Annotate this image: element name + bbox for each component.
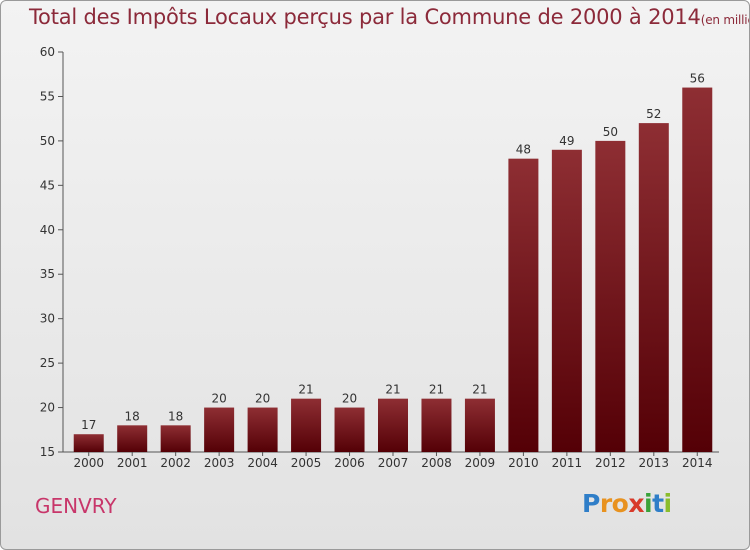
bar-2000 bbox=[73, 434, 104, 452]
bar-2014 bbox=[682, 87, 713, 453]
y-tick-label: 55 bbox=[40, 89, 55, 103]
y-tick-label: 45 bbox=[40, 178, 55, 192]
y-tick-label: 15 bbox=[40, 445, 55, 459]
value-label-2006: 20 bbox=[342, 392, 357, 406]
bar-2009 bbox=[464, 398, 495, 452]
y-tick-label: 60 bbox=[40, 45, 55, 59]
x-tick-label-2006: 2006 bbox=[334, 456, 365, 470]
logo-letter: r bbox=[599, 489, 612, 518]
chart-unit: (en milliers d'€) bbox=[700, 13, 749, 27]
x-tick-label-2000: 2000 bbox=[73, 456, 104, 470]
value-label-2013: 52 bbox=[646, 107, 661, 121]
bar-2010 bbox=[508, 158, 539, 452]
y-tick-label: 25 bbox=[40, 356, 55, 370]
bar-2006 bbox=[334, 407, 365, 452]
y-tick-label: 50 bbox=[40, 134, 55, 148]
value-label-2007: 21 bbox=[385, 383, 400, 397]
bar-2002 bbox=[160, 425, 191, 452]
x-tick-label-2013: 2013 bbox=[639, 456, 670, 470]
chart-bars bbox=[73, 87, 713, 453]
value-label-2011: 49 bbox=[559, 134, 574, 148]
bar-2013 bbox=[638, 123, 669, 452]
x-tick-label-2010: 2010 bbox=[508, 456, 539, 470]
value-label-2010: 48 bbox=[516, 143, 531, 157]
y-tick-label: 35 bbox=[40, 267, 55, 281]
x-tick-label-2008: 2008 bbox=[421, 456, 452, 470]
logo-letter: x bbox=[628, 489, 644, 518]
value-label-2009: 21 bbox=[472, 383, 487, 397]
y-tick-label: 30 bbox=[40, 312, 55, 326]
bar-2005 bbox=[291, 398, 322, 452]
value-label-2003: 20 bbox=[211, 392, 226, 406]
bar-2003 bbox=[204, 407, 235, 452]
x-tick-label-2001: 2001 bbox=[117, 456, 148, 470]
x-tick-label-2007: 2007 bbox=[378, 456, 409, 470]
bar-2012 bbox=[595, 140, 626, 452]
x-tick-label-2005: 2005 bbox=[291, 456, 322, 470]
chart-axes: 15 20 25 30 35 40 45 50 55 60 bbox=[40, 45, 719, 459]
value-label-2000: 17 bbox=[81, 418, 96, 432]
x-tick-label-2009: 2009 bbox=[465, 456, 496, 470]
x-tick-label-2002: 2002 bbox=[160, 456, 191, 470]
value-label-2014: 56 bbox=[690, 72, 705, 86]
bar-2004 bbox=[247, 407, 278, 452]
chart-title: Total des Impôts Locaux perçus par la Co… bbox=[29, 5, 749, 29]
logo-letter: i bbox=[644, 489, 653, 518]
logo-letter: i bbox=[663, 489, 673, 518]
x-tick-label-2004: 2004 bbox=[247, 456, 278, 470]
chart-labels: 17 2000 18 2001 18 2002 20 2003 20 2004 21 2005 20 20… bbox=[73, 72, 712, 470]
y-tick-label: 20 bbox=[40, 401, 55, 415]
x-tick-label-2012: 2012 bbox=[595, 456, 626, 470]
proxiti-logo[interactable]: Proxiti bbox=[582, 489, 672, 518]
y-tick-label: 40 bbox=[40, 223, 55, 237]
x-tick-label-2011: 2011 bbox=[552, 456, 583, 470]
value-label-2004: 20 bbox=[255, 392, 270, 406]
chart-title-text: Total des Impôts Locaux perçus par la Co… bbox=[29, 5, 701, 29]
logo-letter: t bbox=[652, 489, 664, 518]
bar-2001 bbox=[117, 425, 148, 452]
bar-2008 bbox=[421, 398, 452, 452]
commune-name: GENVRY bbox=[35, 494, 117, 518]
bar-2007 bbox=[378, 398, 408, 452]
value-label-2008: 21 bbox=[429, 383, 444, 397]
value-label-2012: 50 bbox=[603, 125, 618, 139]
logo-letter: P bbox=[582, 489, 600, 518]
logo-letter: o bbox=[611, 489, 629, 518]
bar-2011 bbox=[551, 149, 582, 452]
value-label-2001: 18 bbox=[125, 409, 140, 423]
value-label-2005: 21 bbox=[298, 383, 313, 397]
x-tick-label-2014: 2014 bbox=[682, 456, 713, 470]
x-tick-label-2003: 2003 bbox=[204, 456, 235, 470]
value-label-2002: 18 bbox=[168, 409, 183, 423]
